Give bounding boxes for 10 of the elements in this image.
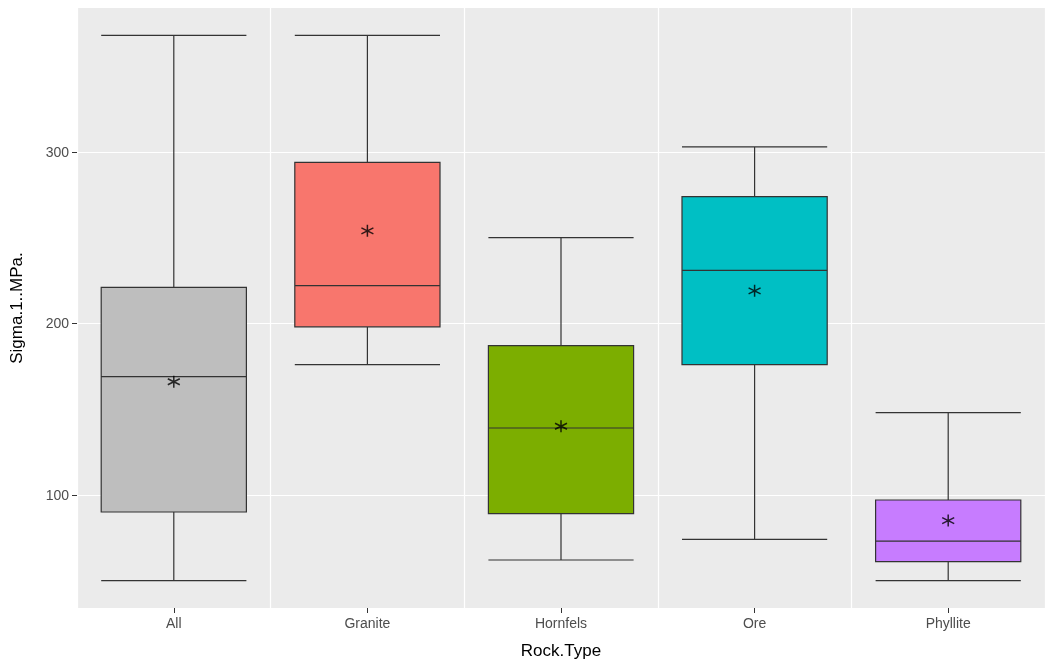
x-axis-title: Rock.Type (520, 641, 602, 660)
x-tick-label: Ore (742, 615, 767, 631)
x-tick-label: Phyllite (925, 615, 971, 631)
x-tick-label: Hornfels (534, 615, 588, 631)
x-tick-label: All (166, 615, 182, 631)
y-tick-label: 300 (45, 144, 70, 160)
y-axis-title: Sigma.1..MPa. (7, 252, 26, 364)
y-tick-label: 100 (45, 486, 70, 503)
y-tick-label: 200 (45, 315, 70, 332)
x-tick-label: Granite (344, 615, 391, 631)
